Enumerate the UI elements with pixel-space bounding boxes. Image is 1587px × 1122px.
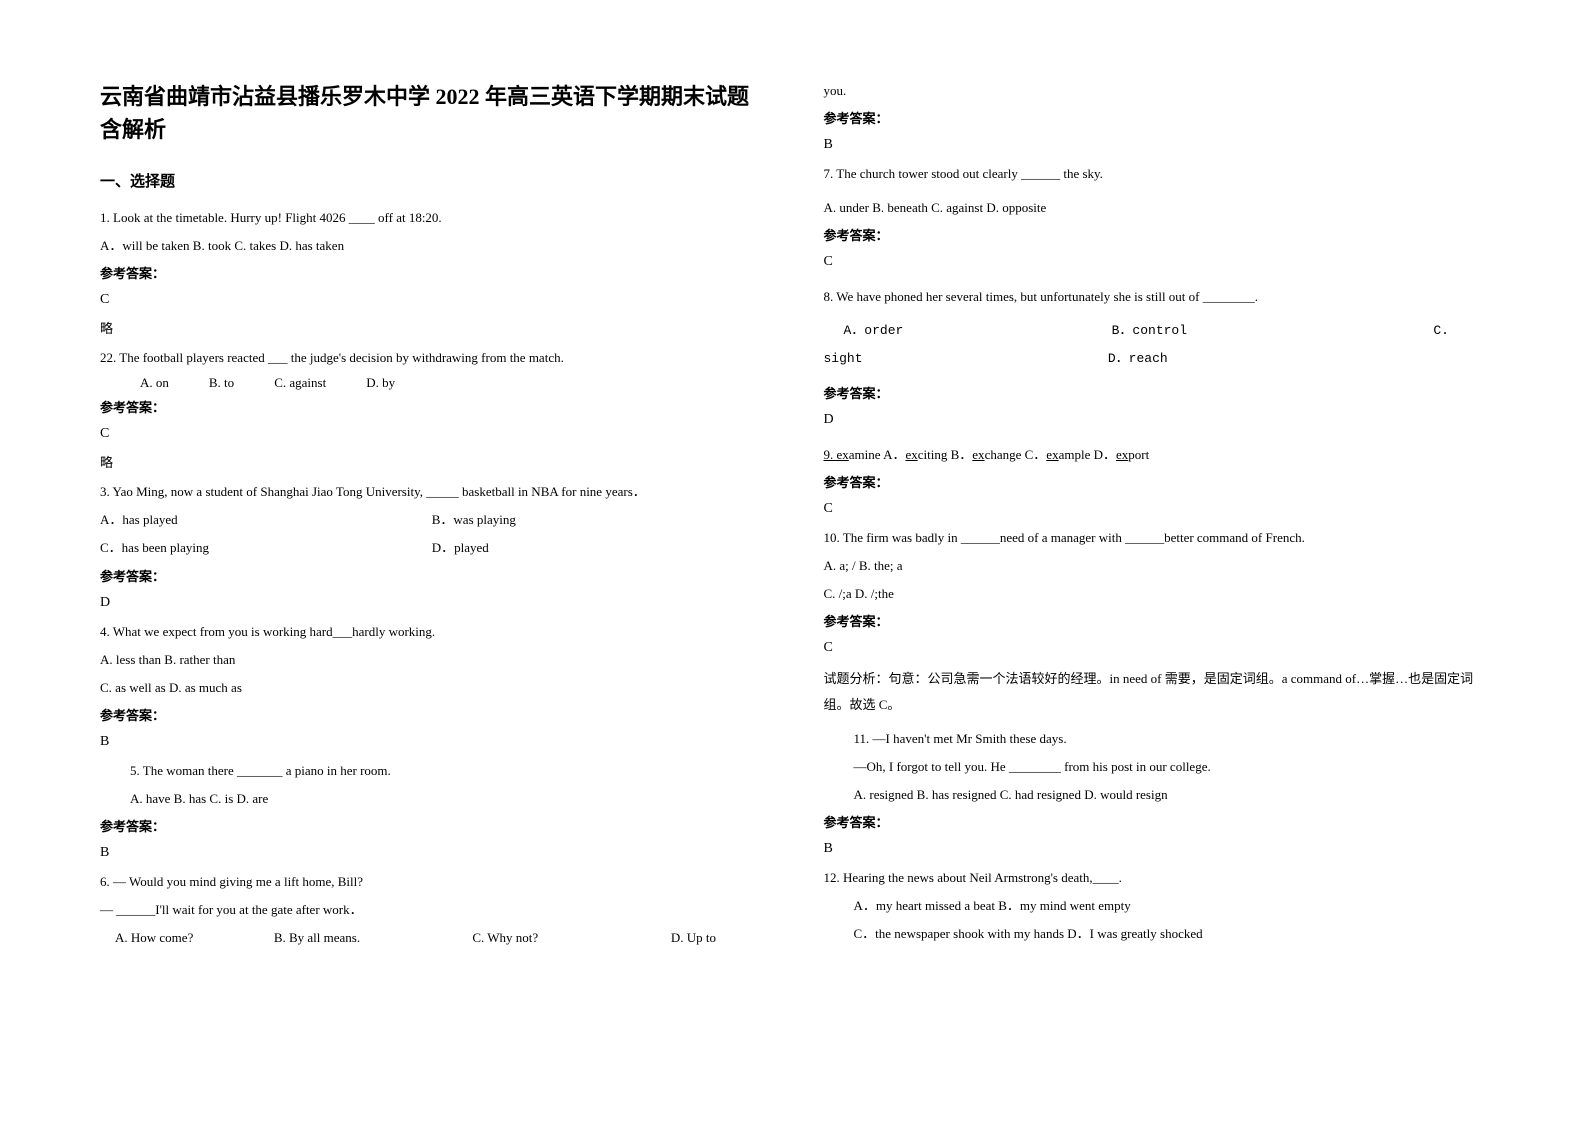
q2-note: 略 [100,452,764,471]
q12-opts1: A．my heart missed a beat B．my mind went … [824,895,1488,917]
q3-options-row2: C．has been playing D．played [100,537,764,559]
q6-options: A. How come? B. By all means. C. Why not… [100,927,764,949]
q6r-answer-label: 参考答案： [824,108,1488,127]
q2-options: A. on B. to C. against D. by [100,375,764,391]
q2-opt-a: A. on [140,375,169,391]
q4-opts2: C. as well as D. as much as [100,677,764,699]
q2-answer-label: 参考答案： [100,397,764,416]
q6-text: 6. — Would you mind giving me a lift hom… [100,871,764,893]
q2-opt-d: D. by [366,375,395,391]
q3-options-row1: A．has played B．was playing [100,509,764,531]
q3-opt-b: B．was playing [432,509,764,531]
q8-opt-c-label: C. [1433,320,1487,342]
q10-answer-label: 参考答案： [824,611,1488,630]
q1-options: A．will be taken B. took C. takes D. has … [100,235,764,257]
q7-answer: C [824,254,1488,270]
q3-opt-d: D．played [432,537,764,559]
q12-opts2: C．the newspaper shook with my hands D．I … [824,923,1488,945]
q1-note: 略 [100,318,764,337]
q5-answer-label: 参考答案： [100,816,764,835]
q3-opt-a: A．has played [100,509,432,531]
q11-text: 11. —I haven't met Mr Smith these days. [824,728,1488,750]
q9-answer: C [824,501,1488,517]
q8-opt-d: D．reach [1108,348,1487,370]
q5-options: A. have B. has C. is D. are [100,788,764,810]
q6r-text: you. [824,80,1488,102]
q9-text: 9. examine A．exciting B．exchange C．examp… [824,444,1488,466]
q9-answer-label: 参考答案： [824,472,1488,491]
q4-answer: B [100,734,764,750]
q5-text: 5. The woman there _______ a piano in he… [100,760,764,782]
q8-answer: D [824,412,1488,428]
q4-answer-label: 参考答案： [100,705,764,724]
q1-text: 1. Look at the timetable. Hurry up! Flig… [100,207,764,229]
q10-opts2: C. /;a D. /;the [824,583,1488,605]
q3-answer-label: 参考答案： [100,566,764,585]
q6-opt-a: A. How come? [115,927,274,949]
q11-answer-label: 参考答案： [824,812,1488,831]
q3-opt-c: C．has been playing [100,537,432,559]
q2-opt-b: B. to [209,375,234,391]
q6-opt-c: C. Why not? [472,927,671,949]
q3-answer: D [100,595,764,611]
q2-answer: C [100,426,764,442]
right-column: you. 参考答案： B 7. The church tower stood o… [824,80,1488,1082]
q11-answer: B [824,841,1488,857]
q4-opts1: A. less than B. rather than [100,649,764,671]
left-column: 云南省曲靖市沾益县播乐罗木中学 2022 年高三英语下学期期末试题含解析 一、选… [100,80,764,1082]
q4-text: 4. What we expect from you is working ha… [100,621,764,643]
q7-answer-label: 参考答案： [824,225,1488,244]
q11-options: A. resigned B. has resigned C. had resig… [824,784,1488,806]
q8-answer-label: 参考答案： [824,383,1488,402]
q6-opt-b: B. By all means. [274,927,473,949]
q8-row1: A．order B．control C. [824,320,1488,342]
q10-answer: C [824,640,1488,656]
q9-u0: 9. ex [824,447,849,462]
document-title: 云南省曲靖市沾益县播乐罗木中学 2022 年高三英语下学期期末试题含解析 [100,80,764,146]
q7-text: 7. The church tower stood out clearly __… [824,163,1488,185]
q1-answer-label: 参考答案： [100,263,764,282]
q12-text: 12. Hearing the news about Neil Armstron… [824,867,1488,889]
q2-text: 22. The football players reacted ___ the… [100,347,764,369]
q8-row2: sight D．reach [824,348,1488,370]
q7-options: A. under B. beneath C. against D. opposi… [824,197,1488,219]
q6-sub: — ______I'll wait for you at the gate af… [100,899,764,921]
section-heading: 一、选择题 [100,170,764,191]
q10-text: 10. The firm was badly in ______need of … [824,527,1488,549]
q8-opt-c: sight [824,348,1108,370]
q5-answer: B [100,845,764,861]
q10-note: 试题分析：句意：公司急需一个法语较好的经理。in need of 需要，是固定词… [824,666,1488,718]
q3-text: 3. Yao Ming, now a student of Shanghai J… [100,481,764,503]
q8-opt-a: A．order [844,320,1112,342]
q6r-answer: B [824,137,1488,153]
q6-opt-d: D. Up to [671,927,764,949]
q11-sub: —Oh, I forgot to tell you. He ________ f… [824,756,1488,778]
q8-opt-b: B．control [1112,320,1434,342]
q10-opts1: A. a; / B. the; a [824,555,1488,577]
q2-opt-c: C. against [274,375,326,391]
q8-text: 8. We have phoned her several times, but… [824,286,1488,308]
q1-answer: C [100,292,764,308]
